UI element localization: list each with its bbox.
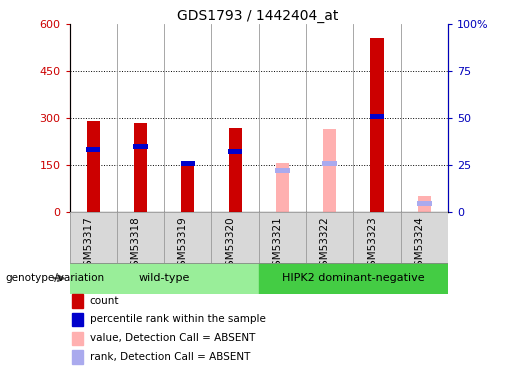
Bar — [117, 212, 164, 262]
Text: wild-type: wild-type — [139, 273, 190, 284]
Bar — [72, 350, 83, 364]
Bar — [181, 161, 195, 166]
Text: GSM53319: GSM53319 — [178, 216, 188, 273]
Text: HIPK2 dominant-negative: HIPK2 dominant-negative — [282, 273, 425, 284]
Bar — [306, 212, 353, 262]
Text: genotype/variation: genotype/variation — [5, 273, 104, 283]
Bar — [212, 212, 259, 262]
Text: GSM53324: GSM53324 — [415, 216, 424, 273]
Bar — [259, 212, 306, 262]
Bar — [353, 212, 401, 262]
Text: GSM53322: GSM53322 — [320, 216, 330, 273]
Bar — [72, 294, 83, 307]
Text: GSM53323: GSM53323 — [367, 216, 377, 273]
Bar — [229, 128, 242, 212]
Bar — [417, 201, 432, 206]
Bar — [72, 313, 83, 326]
Bar — [164, 212, 212, 262]
Bar — [70, 262, 259, 294]
Bar — [370, 114, 384, 119]
Text: percentile rank within the sample: percentile rank within the sample — [90, 315, 266, 324]
Text: GDS1793 / 1442404_at: GDS1793 / 1442404_at — [177, 9, 338, 23]
Bar — [87, 121, 100, 212]
Bar — [72, 332, 83, 345]
Text: GSM53317: GSM53317 — [83, 216, 93, 273]
Text: GSM53321: GSM53321 — [272, 216, 282, 273]
Text: count: count — [90, 296, 119, 306]
Bar — [323, 129, 336, 212]
Bar — [70, 212, 117, 262]
Bar — [370, 39, 384, 212]
Bar — [134, 123, 147, 212]
Bar — [418, 196, 431, 212]
Bar — [322, 161, 337, 166]
Text: value, Detection Call = ABSENT: value, Detection Call = ABSENT — [90, 333, 255, 343]
Bar — [181, 162, 195, 212]
Bar — [86, 147, 100, 152]
Bar — [259, 262, 448, 294]
Bar — [275, 168, 290, 173]
Text: GSM53320: GSM53320 — [225, 216, 235, 273]
Bar — [228, 149, 243, 154]
Text: rank, Detection Call = ABSENT: rank, Detection Call = ABSENT — [90, 352, 250, 362]
Text: GSM53318: GSM53318 — [130, 216, 141, 273]
Bar — [276, 164, 289, 212]
Bar — [133, 144, 148, 148]
Bar — [401, 212, 448, 262]
